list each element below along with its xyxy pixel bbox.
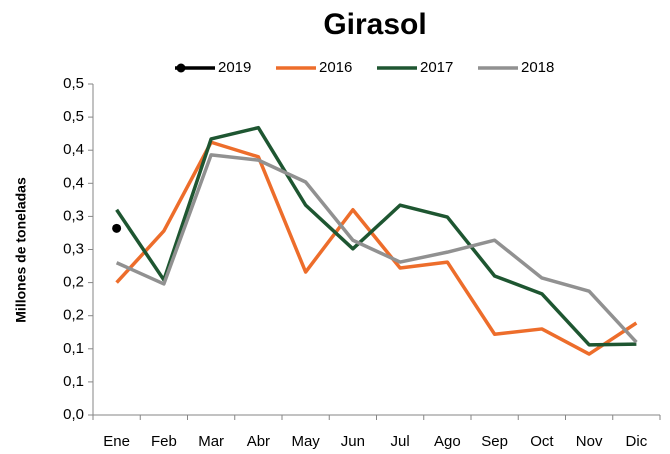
- y-tick-label: 0,1: [63, 373, 84, 390]
- y-tick-label: 0,5: [63, 108, 84, 125]
- x-tick-label: Mar: [198, 433, 224, 450]
- chart-title: Girasol: [323, 8, 426, 41]
- x-tick-label: Abr: [247, 433, 270, 450]
- x-tick-label: Feb: [151, 433, 177, 450]
- y-tick-label: 0,2: [63, 274, 84, 291]
- legend-label: 2019: [218, 59, 251, 76]
- y-tick-label: 0,1: [63, 340, 84, 357]
- x-tick-label: May: [291, 433, 320, 450]
- legend-label: 2017: [420, 59, 453, 76]
- y-tick-label: 0,0: [63, 406, 84, 423]
- data-point: [112, 223, 122, 233]
- x-tick-label: Dic: [626, 433, 648, 450]
- x-tick-label: Nov: [576, 433, 603, 450]
- series-line: [115, 125, 637, 347]
- y-tick-label: 0,4: [63, 141, 84, 158]
- y-tick-label: 0,5: [63, 75, 84, 92]
- x-tick-label: Ene: [103, 433, 130, 450]
- y-tick-label: 0,4: [63, 174, 84, 191]
- y-tick-label: 0,3: [63, 240, 84, 257]
- y-tick-label: 0,3: [63, 207, 84, 224]
- x-tick-label: Jun: [341, 433, 365, 450]
- series-line: [115, 140, 638, 356]
- legend-label: 2018: [521, 59, 554, 76]
- x-tick-label: Jul: [391, 433, 410, 450]
- x-tick-label: Ago: [434, 433, 461, 450]
- legend-marker: [176, 63, 186, 73]
- x-tick-label: Sep: [481, 433, 508, 450]
- x-tick-label: Oct: [530, 433, 554, 450]
- series-line: [115, 153, 638, 344]
- y-axis-title: Millones de toneladas: [13, 177, 29, 323]
- legend-label: 2016: [319, 59, 352, 76]
- y-tick-label: 0,2: [63, 307, 84, 324]
